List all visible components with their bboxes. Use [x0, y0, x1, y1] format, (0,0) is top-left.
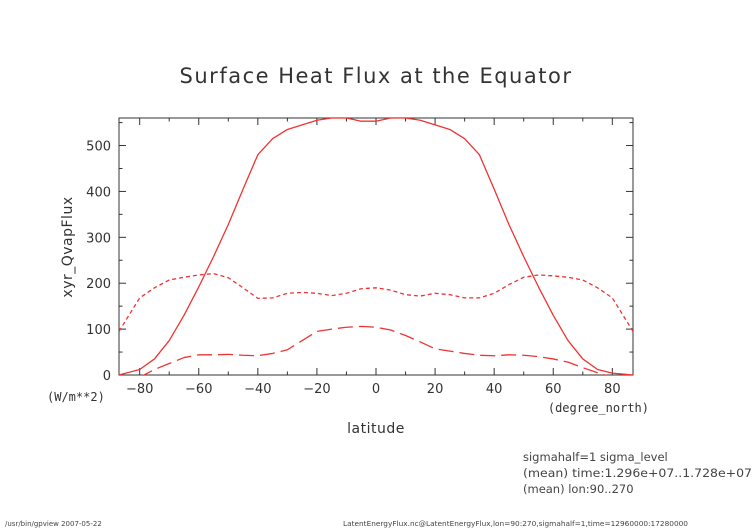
- chart-title: Surface Heat Flux at the Equator: [180, 64, 573, 88]
- x-tick-label: 20: [427, 382, 444, 397]
- y-tick-label: 0: [103, 369, 111, 384]
- y-tick-label: 400: [86, 185, 111, 200]
- y-units-label: (W/m**2): [47, 390, 105, 404]
- series-group: [119, 118, 633, 375]
- y-tick-label: 200: [86, 277, 111, 292]
- x-tick-label: −80: [126, 382, 153, 397]
- x-axis-label: latitude: [347, 421, 405, 437]
- x-tick-label: −60: [185, 382, 212, 397]
- series-line-solid: [119, 118, 633, 375]
- footer-data-source: LatentEnergyFlux.nc@LatentEnergyFlux,lon…: [343, 520, 688, 528]
- x-tick-label: 60: [545, 382, 562, 397]
- annotation-time: (mean) time:1.296e+07..1.728e+07: [523, 466, 752, 480]
- x-units-label: (degree_north): [548, 401, 649, 415]
- footer-program-date: /usr/bin/gpview 2007-05-22: [5, 520, 102, 528]
- annotation-sigma: sigmahalf=1 sigma_level: [523, 450, 668, 464]
- x-tick-label: 40: [486, 382, 503, 397]
- y-tick-label: 500: [86, 140, 111, 155]
- x-tick-label: 80: [604, 382, 621, 397]
- x-tick-label: 0: [372, 382, 380, 397]
- y-axis-label: xyr_QvapFlux: [60, 196, 76, 297]
- y-tick-label: 100: [86, 323, 111, 338]
- x-tick-label: −20: [303, 382, 330, 397]
- axis-ticks: −80 −60 −40 −20 0 20 40 60 80 0 100 200 300 400 500: [86, 118, 633, 397]
- series-line-dotted: [119, 272, 633, 332]
- annotation-lon: (mean) lon:90..270: [523, 482, 634, 496]
- x-tick-label: −40: [244, 382, 271, 397]
- y-tick-label: 300: [86, 231, 111, 246]
- series-line-dashed: [142, 325, 608, 375]
- plot-frame: [118, 117, 634, 376]
